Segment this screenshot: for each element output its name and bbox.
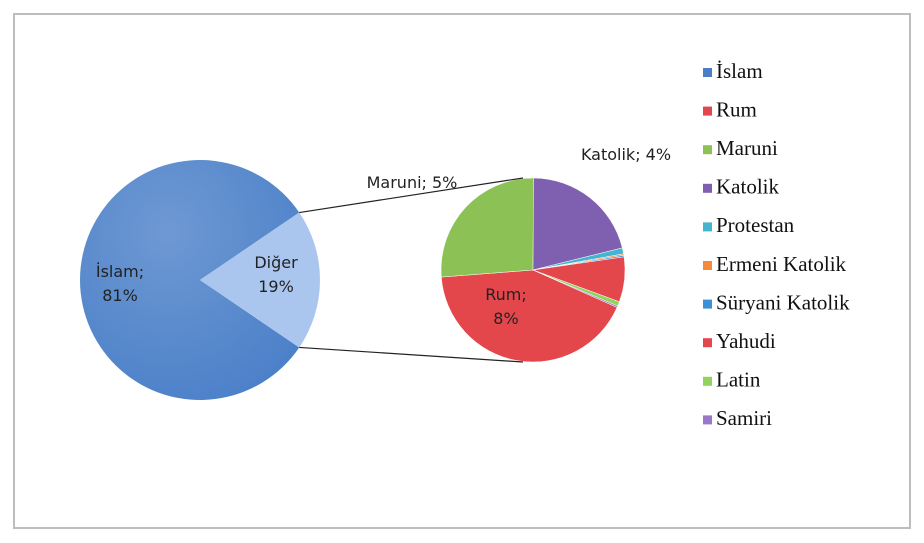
pie-slice <box>441 269 618 363</box>
legend-marker <box>703 222 712 232</box>
pie-slice <box>532 177 623 271</box>
legend-label: Samiri <box>716 406 772 430</box>
legend-label: Maruni <box>716 136 778 160</box>
connector-line <box>299 177 524 214</box>
legend-marker <box>703 145 712 155</box>
legend-marker <box>703 415 712 425</box>
legend-marker <box>703 183 712 193</box>
legend-marker <box>703 338 712 348</box>
legend-label: İslam <box>716 59 763 83</box>
data-label: Katolik; 4% <box>581 145 671 164</box>
pie-slice <box>532 269 618 308</box>
legend-label: Süryani Katolik <box>716 290 850 314</box>
pie-slice <box>200 212 320 348</box>
data-label: İslam; 81% <box>96 262 144 305</box>
pie-slice <box>79 160 300 401</box>
legend-label: Ermeni Katolik <box>716 252 847 276</box>
legend-marker <box>703 68 712 77</box>
connector-line <box>299 346 524 363</box>
legend-marker <box>703 261 712 270</box>
data-label: Maruni; 5% <box>367 173 458 192</box>
legend-label: Protestan <box>716 213 795 237</box>
data-label: Rum; 8% <box>485 285 527 328</box>
legend-marker <box>703 106 712 116</box>
legend-label: Katolik <box>716 175 779 199</box>
legend-marker <box>703 299 712 309</box>
legend-label: Rum <box>716 97 757 121</box>
data-label: Diğer 19% <box>254 253 298 296</box>
legend-label: Latin <box>716 368 761 392</box>
legend-marker <box>703 376 712 386</box>
legend-label: Yahudi <box>716 329 776 353</box>
